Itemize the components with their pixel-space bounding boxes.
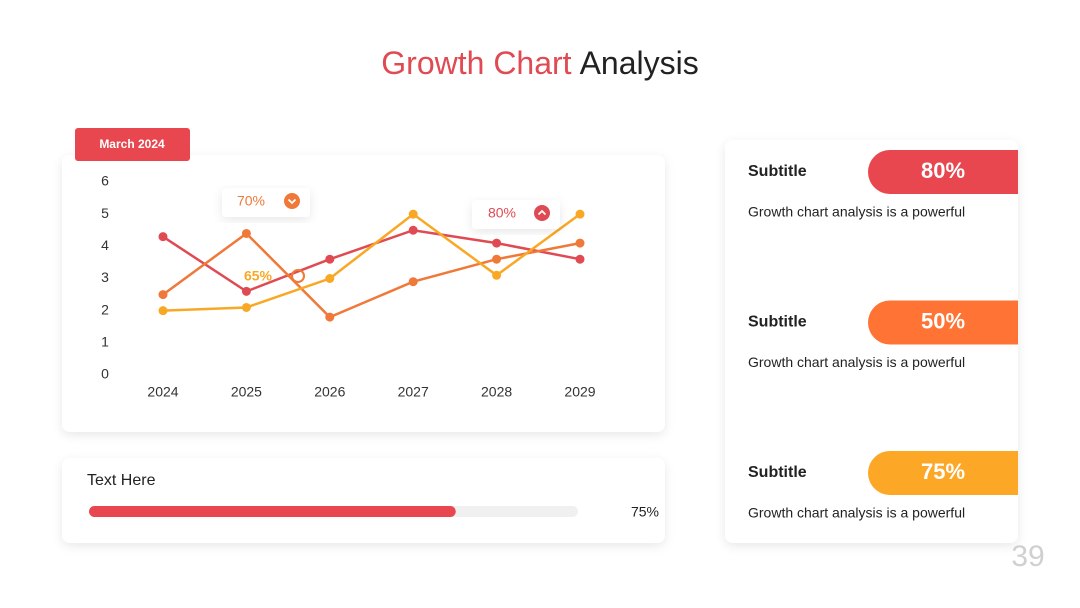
line: [162, 228, 581, 293]
card-text: Growth chart analysis is a powerful: [748, 354, 965, 370]
line: [162, 212, 581, 312]
callout-chevron: [537, 209, 547, 216]
y-tick-label: 5: [101, 205, 109, 221]
point-ring: [291, 269, 305, 283]
point: [575, 254, 585, 264]
y-tick-label: 6: [101, 173, 109, 189]
point: [241, 228, 251, 238]
callout-label: 80%: [488, 205, 516, 221]
badge: March 2024: [99, 137, 165, 151]
point: [408, 209, 418, 219]
callout-label: 70%: [237, 193, 265, 209]
point: [492, 254, 502, 264]
y-tick-label: 2: [101, 301, 109, 317]
x-tick-label: 2025: [231, 384, 262, 400]
point: [575, 209, 585, 219]
progress-label: Text Here: [87, 472, 156, 489]
card-pill: [868, 451, 1018, 495]
y-tick-label: 0: [101, 366, 109, 382]
card-subtitle: Subtitle: [748, 163, 807, 180]
card-subtitle: Subtitle: [748, 314, 807, 331]
point: [241, 302, 251, 312]
point-label: 65%: [244, 268, 273, 284]
point: [408, 225, 418, 235]
title-rest: Analysis: [580, 45, 699, 81]
card-pill: [868, 300, 1018, 345]
y-tick-label: 1: [101, 334, 109, 350]
x-tick-label: 2029: [564, 384, 595, 400]
card-badge: 50%: [921, 308, 965, 333]
point: [325, 254, 335, 264]
progress-value: 75%: [631, 504, 659, 520]
point: [158, 290, 168, 300]
point: [492, 238, 502, 248]
card-pill: [868, 150, 1018, 194]
page-number: 39: [1011, 540, 1044, 573]
x-tick-label: 2026: [314, 384, 345, 400]
info-card: [725, 140, 1018, 543]
card-text: Growth chart analysis is a powerful: [748, 204, 965, 220]
progress-fill: [89, 506, 456, 517]
point: [408, 277, 418, 287]
callout-icon: [284, 193, 300, 209]
card-subtitle: Subtitle: [748, 464, 807, 481]
x-tick-label: 2028: [481, 384, 512, 400]
x-tick-label: 2027: [398, 384, 429, 400]
point: [158, 232, 168, 242]
progress-card: [62, 458, 665, 543]
y-tick-label: 3: [101, 269, 109, 285]
point: [325, 312, 335, 322]
title: Growth Chart Analysis: [381, 45, 698, 81]
point: [241, 286, 251, 296]
line: [162, 231, 581, 319]
point: [492, 270, 502, 280]
card-badge: 80%: [921, 158, 965, 183]
point: [325, 274, 335, 283]
point: [158, 306, 168, 316]
callout-icon: [534, 205, 550, 221]
x-tick-label: 2024: [147, 384, 178, 400]
card-text: Growth chart analysis is a powerful: [748, 505, 965, 521]
title-highlight: Growth Chart: [381, 45, 571, 81]
point: [575, 238, 585, 248]
badge-bg: [75, 128, 190, 161]
y-tick-label: 4: [101, 237, 109, 253]
callout-chevron: [287, 198, 297, 205]
card-badge: 75%: [921, 459, 965, 484]
